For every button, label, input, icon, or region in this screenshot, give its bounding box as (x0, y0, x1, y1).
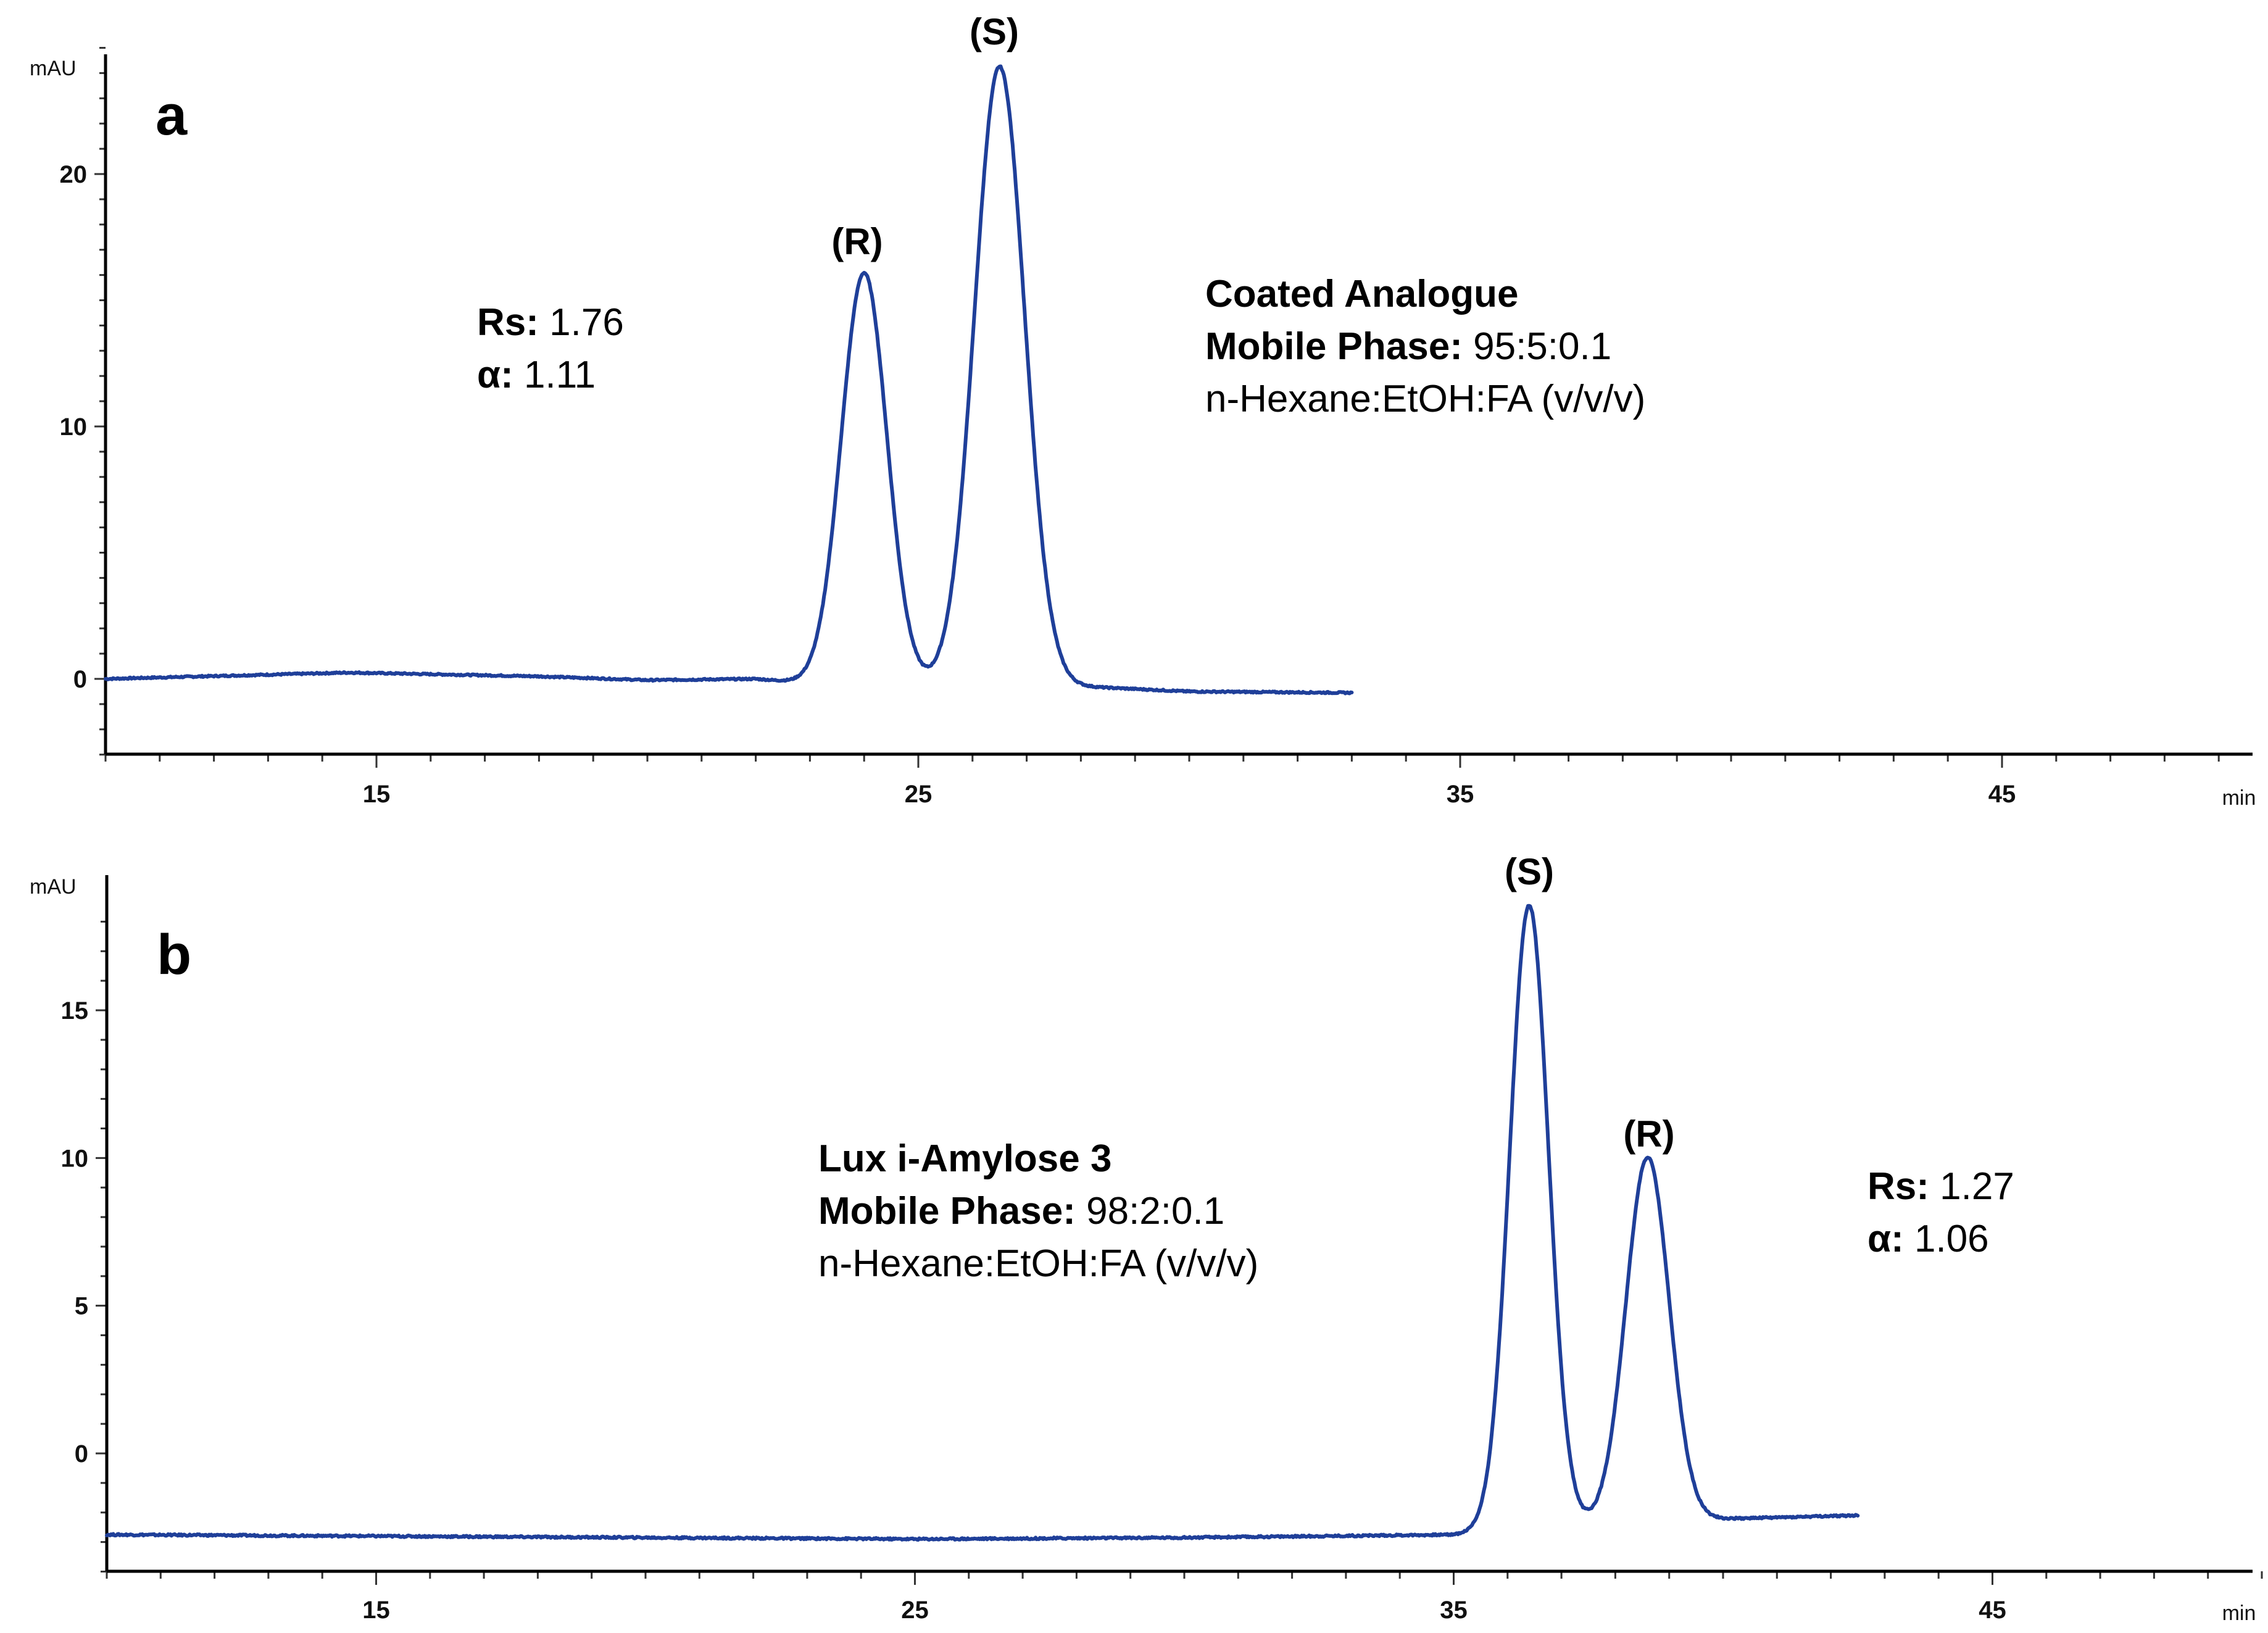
x-tick-label: 45 (1988, 781, 2016, 808)
panel-b: mAU b 15 25 35 45 0 5 10 15 min (S) (R) Rs: 1.27… (30, 851, 2263, 1625)
x-tick-label: 15 (363, 781, 391, 808)
panel-letter: b (157, 923, 191, 986)
panel-letter: a (156, 84, 188, 147)
selectivity-annotation: α: 1.11 (477, 354, 596, 396)
column-name: Lux i-Amylose 3 (818, 1137, 1111, 1180)
x-tick-label: 15 (362, 1597, 390, 1624)
tick-labels: 15 25 35 45 0 5 10 15 min (61, 997, 2256, 1625)
x-tick-label: 45 (1979, 1597, 2006, 1624)
x-unit-label: min (2222, 786, 2256, 810)
y-tick-label: 10 (61, 1145, 89, 1172)
y-tick-label: 20 (60, 161, 88, 188)
solvent-annotation: n-Hexane:EtOH:FA (v/v/v) (1205, 378, 1645, 420)
x-tick-label: 35 (1447, 781, 1474, 808)
resolution-annotation: Rs: 1.76 (477, 301, 624, 344)
x-tick-label: 25 (905, 781, 933, 808)
peak-label-r: (R) (1623, 1113, 1674, 1155)
tick-labels: 15 25 35 45 0 10 20 min (60, 161, 2256, 810)
peak-label-s: (S) (1505, 851, 1554, 892)
y-tick-label: 0 (73, 666, 87, 693)
y-unit-label: mAU (30, 875, 77, 899)
resolution-annotation: Rs: 1.27 (1867, 1165, 2014, 1208)
column-name: Coated Analogue (1205, 273, 1519, 315)
solvent-annotation: n-Hexane:EtOH:FA (v/v/v) (818, 1242, 1258, 1285)
x-tick-label: 25 (901, 1597, 929, 1624)
mobile-phase-annotation: Mobile Phase: 95:5:0.1 (1205, 325, 1611, 368)
mobile-phase-annotation: Mobile Phase: 98:2:0.1 (818, 1190, 1224, 1232)
x-unit-label: min (2222, 1602, 2256, 1625)
peak-label-r: (R) (831, 221, 883, 262)
selectivity-annotation: α: 1.06 (1867, 1218, 1989, 1260)
y-tick-label: 10 (60, 413, 88, 441)
chromatogram-trace (105, 904, 1860, 1542)
chromatogram-trace (104, 64, 1354, 696)
axis-ticks (94, 47, 2220, 768)
peak-label-s: (S) (970, 11, 1019, 52)
y-tick-label: 0 (75, 1440, 88, 1468)
x-tick-label: 35 (1440, 1597, 1468, 1624)
y-tick-label: 5 (75, 1293, 88, 1320)
y-tick-label: 15 (61, 997, 89, 1024)
y-unit-label: mAU (30, 57, 77, 80)
